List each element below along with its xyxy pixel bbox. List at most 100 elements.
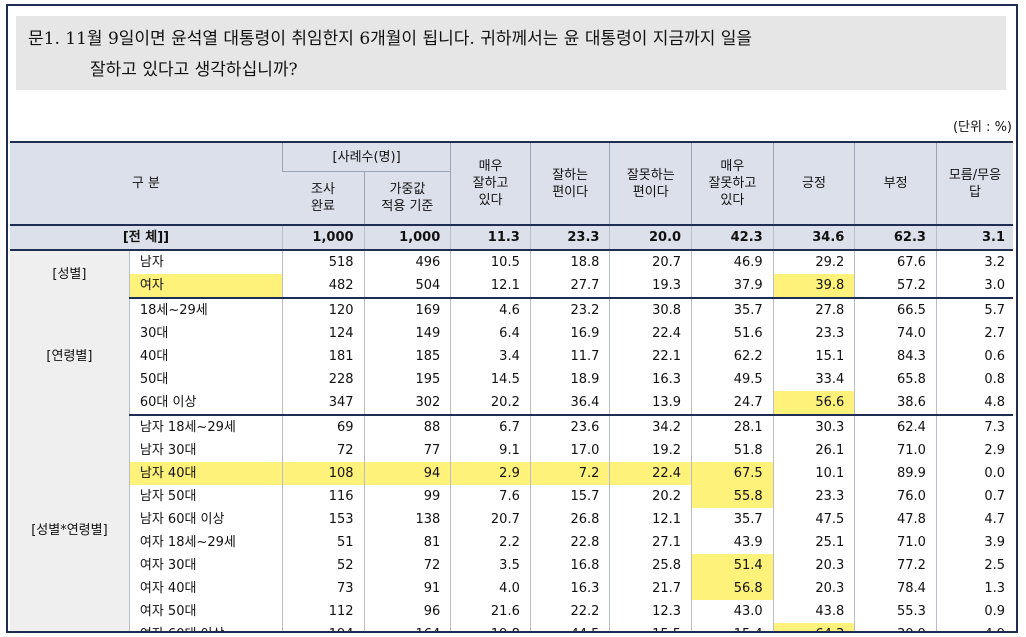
cell-positive: 25.1 <box>772 531 855 554</box>
cell-total-good: 23.3 <box>529 225 610 251</box>
cell-negative: 30.9 <box>854 623 937 631</box>
cell-very-bad: 15.4 <box>691 623 774 631</box>
cell-positive: 47.5 <box>772 508 855 531</box>
cell-dont-know: 0.6 <box>935 345 1013 368</box>
cell-very-good: 4.6 <box>450 298 531 322</box>
cell-bad: 12.3 <box>609 600 692 623</box>
row-label: 18세~29세 <box>128 298 283 322</box>
cell-positive: 43.8 <box>772 600 855 623</box>
cell-good: 16.9 <box>529 322 610 345</box>
cell-dont-know: 0.9 <box>935 600 1013 623</box>
cell-dont-know: 0.7 <box>935 485 1013 508</box>
cell-negative: 65.8 <box>854 368 937 391</box>
cell-weighted: 138 <box>363 508 451 531</box>
cell-negative: 47.8 <box>854 508 937 531</box>
cell-very-good: 3.5 <box>450 554 531 577</box>
row-label: 여자 50대 <box>128 600 283 623</box>
cell-good: 18.9 <box>529 368 610 391</box>
cell-completed: 482 <box>281 274 365 299</box>
cell-weighted: 504 <box>363 274 451 299</box>
cell-bad: 16.3 <box>609 368 692 391</box>
cell-bad: 19.3 <box>609 274 692 299</box>
cell-good: 23.2 <box>529 298 610 322</box>
table-row: 여자 482 504 12.1 27.7 19.3 37.9 39.8 57.2 3.0 <box>10 274 1013 299</box>
cell-negative: 77.2 <box>854 554 937 577</box>
cell-good: 16.8 <box>529 554 610 577</box>
cell-bad: 34.2 <box>609 415 692 439</box>
cell-bad: 27.1 <box>609 531 692 554</box>
cell-good: 22.2 <box>529 600 610 623</box>
table-row: 남자 40대 108 94 2.9 7.2 22.4 67.5 10.1 89.9 0.0 <box>10 462 1013 485</box>
row-label: 남자 60대 이상 <box>128 508 283 531</box>
table-row: 남자 60대 이상 153 138 20.7 26.8 12.1 35.7 47.5 47.8 4… <box>10 508 1013 531</box>
cell-bad: 13.9 <box>609 391 692 416</box>
cell-very-good: 4.0 <box>450 577 531 600</box>
row-label: 남자 40대 <box>128 462 283 485</box>
cell-negative: 89.9 <box>854 462 937 485</box>
row-label: 60대 이상 <box>128 391 283 416</box>
cell-weighted: 195 <box>363 368 451 391</box>
cell-dont-know: 3.9 <box>935 531 1013 554</box>
cell-very-bad: 46.9 <box>691 250 774 274</box>
cell-very-bad: 28.1 <box>691 415 774 439</box>
table-row: 남자 30대 72 77 9.1 17.0 19.2 51.8 26.1 71.0 2.9 <box>10 439 1013 462</box>
row-label: 남자 50대 <box>128 485 283 508</box>
cell-good: 26.8 <box>529 508 610 531</box>
cell-positive: 29.2 <box>772 250 855 274</box>
table-row: 50대 228 195 14.5 18.9 16.3 49.5 33.4 65.8 0.8 <box>10 368 1013 391</box>
row-label: 40대 <box>128 345 283 368</box>
cell-weighted: 164 <box>363 623 451 631</box>
table-row: 남자 50대 116 99 7.6 15.7 20.2 55.8 23.3 76.0 0.7 <box>10 485 1013 508</box>
cell-bad: 21.7 <box>609 577 692 600</box>
cell-very-good: 7.6 <box>450 485 531 508</box>
row-label: 30대 <box>128 322 283 345</box>
cell-very-bad: 35.7 <box>691 298 774 322</box>
cell-total-weighted: 1,000 <box>363 225 451 251</box>
header-sample: [사례수(명)] <box>281 141 451 172</box>
cell-very-bad: 62.2 <box>691 345 774 368</box>
cell-very-bad: 51.6 <box>691 322 774 345</box>
cell-very-bad: 37.9 <box>691 274 774 299</box>
cell-bad: 30.8 <box>609 298 692 322</box>
question-line-2: 잘하고 있다고 생각하십니까? <box>90 60 298 80</box>
header-good: 잘하는 편이다 <box>529 141 610 226</box>
cell-positive: 23.3 <box>772 322 855 345</box>
cell-positive: 20.3 <box>772 554 855 577</box>
cell-total-very-bad: 42.3 <box>691 225 774 251</box>
header-completed: 조사 완료 <box>282 171 365 226</box>
cell-negative: 67.6 <box>854 250 937 274</box>
cell-total-bad: 20.0 <box>609 225 692 251</box>
cell-good: 23.6 <box>529 415 610 439</box>
header-very-good: 매우 잘하고 있다 <box>450 141 531 226</box>
cell-weighted: 99 <box>363 485 451 508</box>
cell-positive: 15.1 <box>772 345 855 368</box>
header-group: 구 분 <box>10 141 283 226</box>
cell-very-bad: 49.5 <box>691 368 774 391</box>
cell-dont-know: 2.5 <box>935 554 1013 577</box>
cell-very-bad: 51.4 <box>691 554 774 577</box>
cell-very-bad: 24.7 <box>691 391 774 416</box>
cell-weighted: 302 <box>363 391 451 416</box>
cell-dont-know: 4.9 <box>935 623 1013 631</box>
cell-good: 7.2 <box>529 462 610 485</box>
cell-negative: 78.4 <box>854 577 937 600</box>
cell-very-good: 21.6 <box>450 600 531 623</box>
cell-bad: 20.2 <box>609 485 692 508</box>
cell-weighted: 496 <box>363 250 451 274</box>
cell-good: 44.5 <box>529 623 610 631</box>
cell-good: 18.8 <box>529 250 610 274</box>
cell-dont-know: 5.7 <box>935 298 1013 322</box>
cell-very-good: 2.2 <box>450 531 531 554</box>
cell-dont-know: 0.8 <box>935 368 1013 391</box>
group-label: [성별] <box>10 250 130 298</box>
cell-completed: 69 <box>281 415 365 439</box>
cell-negative: 66.5 <box>854 298 937 322</box>
cell-total-dont-know: 3.1 <box>935 225 1013 251</box>
cell-good: 16.3 <box>529 577 610 600</box>
row-label: 여자 <box>128 274 283 299</box>
cell-negative: 57.2 <box>854 274 937 299</box>
cell-very-bad: 56.8 <box>691 577 774 600</box>
cell-very-bad: 55.8 <box>691 485 774 508</box>
cell-bad: 20.7 <box>609 250 692 274</box>
cell-dont-know: 0.0 <box>935 462 1013 485</box>
